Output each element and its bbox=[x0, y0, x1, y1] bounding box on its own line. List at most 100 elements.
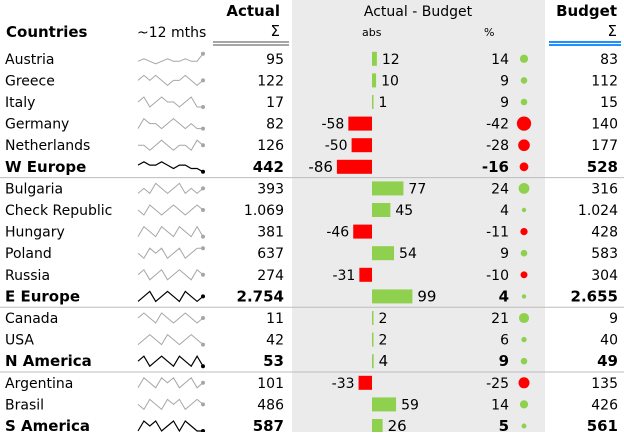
abs-label: 99 bbox=[417, 287, 436, 305]
sparkline bbox=[137, 377, 204, 389]
budget-value: 177 bbox=[591, 138, 618, 154]
actual-value: 2.754 bbox=[237, 287, 284, 305]
sparkline bbox=[137, 398, 204, 411]
pct-dot bbox=[521, 336, 527, 343]
pct-value: -11 bbox=[486, 225, 509, 241]
actual-value: 587 bbox=[253, 417, 284, 432]
row-name: N America bbox=[5, 352, 92, 370]
pct-value: 4 bbox=[500, 203, 509, 219]
sparkline bbox=[137, 290, 204, 303]
sparkline bbox=[137, 269, 204, 281]
variance-panel bbox=[292, 0, 545, 432]
abs-bar bbox=[359, 267, 372, 282]
actual-value: 42 bbox=[266, 333, 284, 349]
row-name: Greece bbox=[5, 73, 55, 89]
sparkline bbox=[137, 225, 204, 238]
pct-dot bbox=[519, 54, 529, 63]
actual-rule-top bbox=[213, 41, 289, 43]
pct-dot bbox=[516, 116, 532, 131]
sparkline-end-point bbox=[201, 364, 205, 369]
actual-value: 122 bbox=[257, 73, 284, 89]
pct-value: 9 bbox=[500, 95, 509, 111]
actual-value: 126 bbox=[257, 138, 284, 154]
row-name: Bulgaria bbox=[5, 181, 63, 197]
pct-dot bbox=[518, 377, 530, 389]
sparkline bbox=[137, 117, 203, 130]
budget-value: 49 bbox=[597, 352, 618, 370]
budget-value: 528 bbox=[587, 158, 618, 176]
actual-value: 101 bbox=[257, 376, 284, 392]
budget-rule-top bbox=[549, 41, 621, 43]
pct-dot bbox=[521, 294, 527, 299]
row-name: Netherlands bbox=[5, 138, 90, 154]
budget-value: 83 bbox=[600, 52, 618, 68]
row-name: Check Republic bbox=[5, 203, 112, 219]
pct-value: -25 bbox=[486, 376, 509, 392]
abs-bar bbox=[358, 375, 372, 390]
abs-label: -33 bbox=[332, 376, 355, 392]
pct-dot bbox=[521, 423, 527, 429]
pct-dot bbox=[519, 400, 529, 409]
budget-value: 426 bbox=[591, 397, 618, 413]
budget-value: 112 bbox=[591, 73, 618, 89]
sparkline-end-point bbox=[201, 316, 205, 320]
abs-bar bbox=[372, 289, 413, 304]
budget-value: 9 bbox=[609, 311, 618, 327]
pct-dot bbox=[520, 98, 528, 106]
abs-label: 1 bbox=[379, 95, 388, 111]
actual-value: 637 bbox=[257, 246, 284, 262]
sparkline bbox=[137, 74, 204, 87]
abs-label: 2 bbox=[379, 333, 388, 349]
abs-bar bbox=[372, 397, 397, 412]
pct-dot bbox=[520, 249, 528, 257]
abs-label: 10 bbox=[381, 73, 399, 89]
header-budget-sum: Σ bbox=[608, 22, 617, 40]
sparkline bbox=[137, 312, 204, 324]
actual-rule-bottom bbox=[213, 44, 289, 46]
actual-value: 486 bbox=[257, 397, 284, 413]
row-name: Germany bbox=[5, 117, 69, 133]
header-actual-sum: Σ bbox=[271, 22, 280, 40]
row-name: Austria bbox=[5, 52, 54, 68]
pct-value: -28 bbox=[486, 138, 509, 154]
pct-value: 14 bbox=[491, 52, 509, 68]
abs-bar bbox=[353, 224, 372, 239]
abs-label: 4 bbox=[379, 352, 389, 370]
actual-value: 17 bbox=[266, 95, 284, 111]
budget-value: 40 bbox=[600, 333, 618, 349]
abs-bar bbox=[372, 203, 391, 217]
sparkline-end-point bbox=[201, 169, 205, 174]
sparkline bbox=[137, 355, 204, 368]
sparkline bbox=[137, 247, 203, 259]
budget-value: 140 bbox=[591, 117, 618, 133]
row-name: Canada bbox=[5, 311, 58, 327]
abs-label: 45 bbox=[395, 203, 413, 219]
abs-bar bbox=[372, 73, 377, 88]
pct-value: 9 bbox=[500, 246, 509, 262]
actual-value: 53 bbox=[263, 352, 284, 370]
budget-value: 1.024 bbox=[578, 203, 618, 219]
pct-dot bbox=[521, 207, 527, 213]
abs-label: 12 bbox=[382, 52, 400, 68]
abs-label: 59 bbox=[401, 397, 419, 413]
row-name: S America bbox=[5, 417, 90, 432]
abs-bar bbox=[372, 95, 374, 109]
pct-dot bbox=[518, 139, 530, 152]
abs-bar bbox=[372, 181, 404, 196]
abs-bar bbox=[372, 354, 374, 369]
pct-value: 6 bbox=[500, 333, 509, 349]
budget-value: 561 bbox=[587, 417, 618, 432]
abs-bar bbox=[351, 138, 372, 153]
abs-label: -46 bbox=[326, 225, 349, 241]
row-name: Russia bbox=[5, 268, 50, 284]
abs-bar bbox=[336, 159, 372, 174]
pct-value: -10 bbox=[486, 268, 509, 284]
budget-value: 304 bbox=[591, 268, 618, 284]
pct-dot bbox=[520, 271, 528, 279]
pct-value: 9 bbox=[500, 73, 509, 89]
actual-value: 442 bbox=[253, 158, 284, 176]
actual-value: 82 bbox=[266, 117, 284, 133]
abs-bar bbox=[348, 116, 372, 131]
actual-value: 393 bbox=[257, 181, 284, 197]
